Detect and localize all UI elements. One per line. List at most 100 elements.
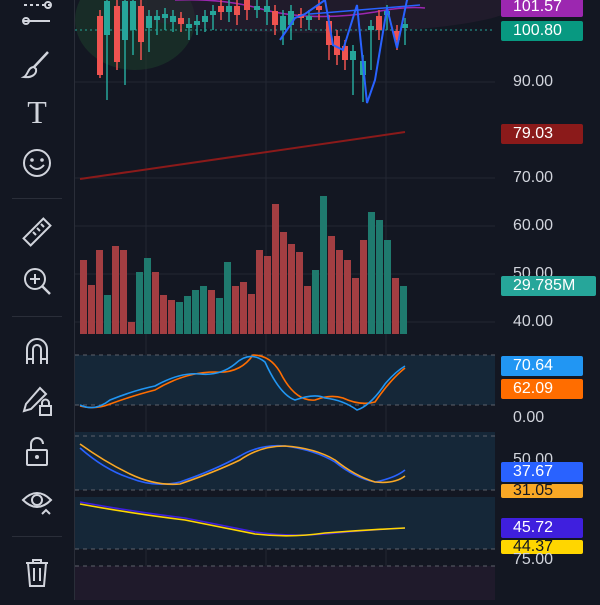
volume-series bbox=[80, 196, 407, 334]
volume-bar bbox=[376, 220, 383, 334]
pattern-drawing bbox=[279, 0, 409, 104]
volume-bar bbox=[256, 250, 263, 334]
text-tool[interactable]: T bbox=[12, 92, 62, 132]
candle-body bbox=[288, 11, 294, 25]
lock-drawing-icon bbox=[22, 386, 52, 416]
candle-body bbox=[272, 11, 278, 25]
rsi-line-b bbox=[79, 443, 406, 486]
candle-body bbox=[138, 6, 144, 42]
volume-bar bbox=[160, 295, 167, 334]
remove-drawings-tool[interactable] bbox=[12, 552, 62, 592]
volume-bar bbox=[144, 258, 151, 334]
candle-body bbox=[210, 11, 216, 15]
volume-bar bbox=[96, 250, 103, 334]
ma-badge: 79.03 bbox=[501, 124, 583, 144]
volume-bar bbox=[224, 262, 231, 334]
volume-bar bbox=[400, 286, 407, 334]
candle-body bbox=[280, 16, 286, 30]
candle-body bbox=[97, 16, 103, 75]
drawing-toolbar: T bbox=[0, 0, 75, 600]
lock-drawing-tool[interactable] bbox=[12, 381, 62, 421]
adx-b-badge: 44.37 bbox=[501, 540, 583, 554]
candle-body bbox=[114, 6, 120, 62]
magnet-icon bbox=[26, 338, 48, 364]
adx-line-b bbox=[79, 503, 406, 537]
volume-bar bbox=[328, 236, 335, 334]
last-price-badge: 100.80 bbox=[501, 21, 583, 41]
bottom-pane-band bbox=[75, 566, 495, 600]
candle-body bbox=[178, 18, 184, 24]
eye-icon bbox=[21, 492, 53, 515]
volume-bar bbox=[288, 244, 295, 334]
volume-bar bbox=[184, 296, 191, 334]
volume-bar bbox=[192, 290, 199, 334]
volume-bar bbox=[112, 246, 119, 334]
candlestick-series bbox=[97, 0, 408, 102]
unlock-icon bbox=[26, 437, 48, 466]
bottom-axis-label: 75.00 bbox=[513, 551, 554, 568]
toolbar-divider bbox=[12, 198, 62, 199]
candle-body bbox=[316, 6, 322, 10]
adx-a-badge: 45.72 bbox=[501, 518, 583, 538]
candle-body bbox=[306, 16, 312, 20]
candle-body bbox=[170, 16, 176, 22]
candle-body bbox=[334, 36, 340, 55]
candle-body bbox=[402, 24, 408, 28]
hide-drawings-tool[interactable] bbox=[12, 481, 62, 521]
toolbar-divider bbox=[12, 536, 62, 537]
volume-bar bbox=[336, 250, 343, 334]
candle-body bbox=[244, 0, 250, 10]
candle-body bbox=[146, 16, 152, 28]
candle-body bbox=[122, 1, 128, 40]
emoji-tool[interactable] bbox=[12, 143, 62, 183]
price-axis-label: 40.00 bbox=[513, 313, 554, 330]
brush-tool[interactable] bbox=[12, 44, 62, 84]
candle-body bbox=[326, 21, 332, 45]
price-axis-label: 90.00 bbox=[513, 73, 554, 90]
ruler-tool[interactable] bbox=[12, 212, 62, 252]
unlock-tool[interactable] bbox=[12, 432, 62, 472]
volume-bar bbox=[248, 294, 255, 334]
text-icon: T bbox=[27, 93, 47, 130]
candle-body bbox=[264, 6, 270, 12]
volume-bar bbox=[120, 250, 127, 334]
trend-line-tool[interactable] bbox=[12, 0, 62, 34]
rsi-a-badge: 37.67 bbox=[501, 462, 583, 482]
zoom-tool[interactable] bbox=[12, 261, 62, 301]
candle-body bbox=[202, 16, 208, 22]
volume-bar bbox=[232, 286, 239, 334]
candle-body bbox=[350, 51, 356, 60]
candle-body bbox=[130, 1, 136, 30]
stoch-k-line bbox=[79, 355, 406, 411]
candle-body bbox=[394, 31, 400, 40]
candle-body bbox=[154, 16, 160, 20]
volume-bar bbox=[136, 272, 143, 334]
trend-line-icon bbox=[22, 1, 52, 25]
ruler-icon bbox=[22, 217, 52, 247]
magnet-tool[interactable] bbox=[12, 331, 62, 371]
volume-bar bbox=[368, 212, 375, 334]
volume-bar bbox=[216, 298, 223, 334]
volume-bar bbox=[168, 300, 175, 334]
rsi-b-badge: 31.05 bbox=[501, 484, 583, 498]
stoch-k-badge: 70.64 bbox=[501, 356, 583, 376]
price-axis-label: 70.00 bbox=[513, 169, 554, 186]
price-axis-label: 60.00 bbox=[513, 217, 554, 234]
high-price-badge: 101.57 bbox=[501, 0, 583, 17]
volume-bar bbox=[352, 278, 359, 334]
volume-bar bbox=[240, 282, 247, 334]
volume-bar bbox=[312, 270, 319, 334]
volume-bar bbox=[176, 302, 183, 334]
stoch-d-badge: 62.09 bbox=[501, 379, 583, 399]
long-ma-line bbox=[79, 131, 406, 180]
chart-canvas[interactable] bbox=[75, 0, 600, 600]
volume-bar bbox=[88, 285, 95, 334]
candle-body bbox=[234, 6, 240, 15]
volume-bar bbox=[384, 240, 391, 334]
volume-bar bbox=[128, 322, 135, 334]
chart-area[interactable]: 101.57 100.80 90.00 79.03 70.00 60.00 50… bbox=[75, 0, 600, 600]
volume-bar bbox=[200, 286, 207, 334]
candle-body bbox=[254, 6, 260, 10]
volume-bar bbox=[152, 272, 159, 334]
volume-bar bbox=[344, 260, 351, 334]
